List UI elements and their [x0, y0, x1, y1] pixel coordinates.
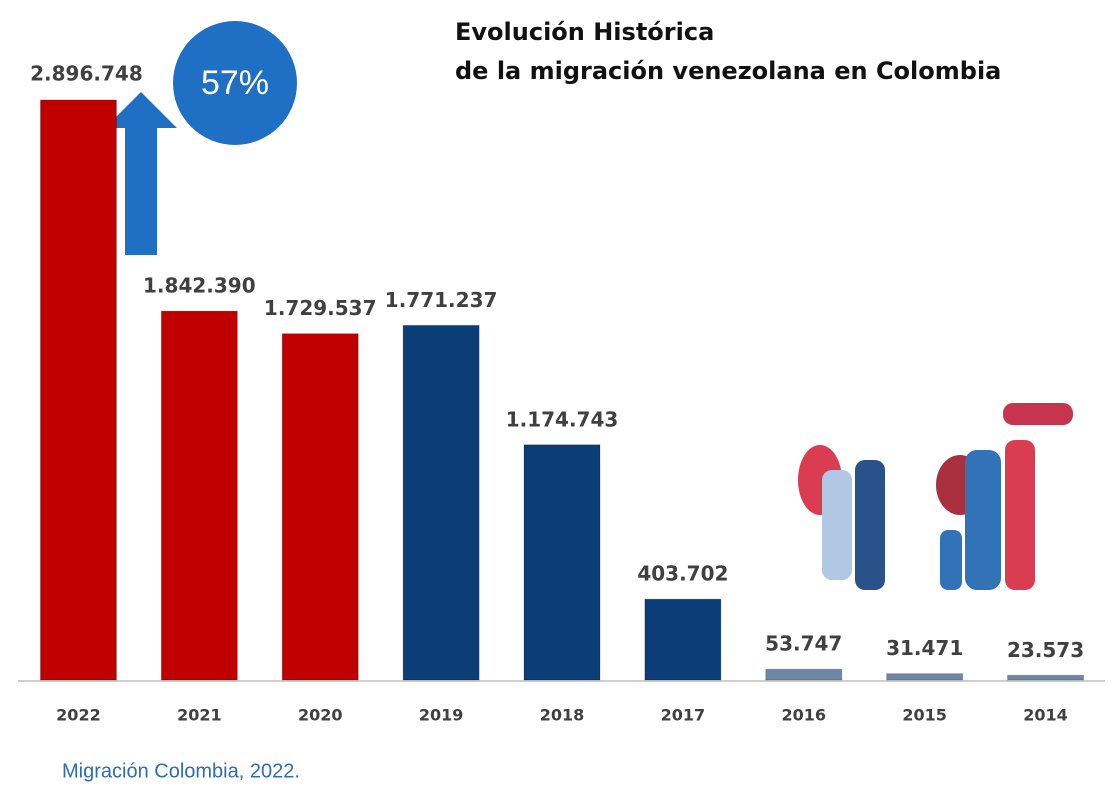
chart: Evolución Histórica de la migración vene…: [0, 0, 1112, 788]
source: Migración Colombia, 2022.: [62, 760, 300, 782]
chart-title: Evolución Histórica: [455, 18, 714, 46]
value-label: 31.471: [886, 636, 963, 660]
x-tick-label: 2014: [1023, 706, 1068, 725]
x-tick-label: 2015: [902, 706, 947, 725]
x-tick-label: 2018: [540, 706, 585, 725]
bar: [524, 445, 600, 680]
value-label: 23.573: [1007, 638, 1084, 662]
bar: [40, 100, 116, 680]
x-tick-label: 2016: [782, 706, 827, 725]
value-label: 53.747: [765, 632, 842, 656]
x-tick-label: 2020: [298, 706, 343, 725]
bar: [1008, 675, 1084, 680]
value-label: 1.174.743: [506, 407, 619, 431]
bar: [282, 334, 358, 680]
x-tick-label: 2019: [419, 706, 464, 725]
bar: [645, 599, 721, 680]
illustration: [798, 403, 1073, 590]
annotation: 57%: [201, 64, 269, 102]
value-label: 1.729.537: [264, 296, 377, 320]
bar: [766, 669, 842, 680]
x-tick-label: 2017: [661, 706, 706, 725]
x-tick-label: 2022: [56, 706, 101, 725]
value-label: 1.842.390: [143, 274, 256, 298]
bar: [161, 311, 237, 680]
bar: [887, 674, 963, 680]
value-label: 1.771.237: [385, 288, 498, 312]
x-tick-label: 2021: [177, 706, 222, 725]
value-label: 403.702: [637, 562, 728, 586]
value-label: 2.896.748: [30, 62, 143, 86]
chart-title: de la migración venezolana en Colombia: [455, 57, 1001, 85]
bar: [403, 325, 479, 680]
